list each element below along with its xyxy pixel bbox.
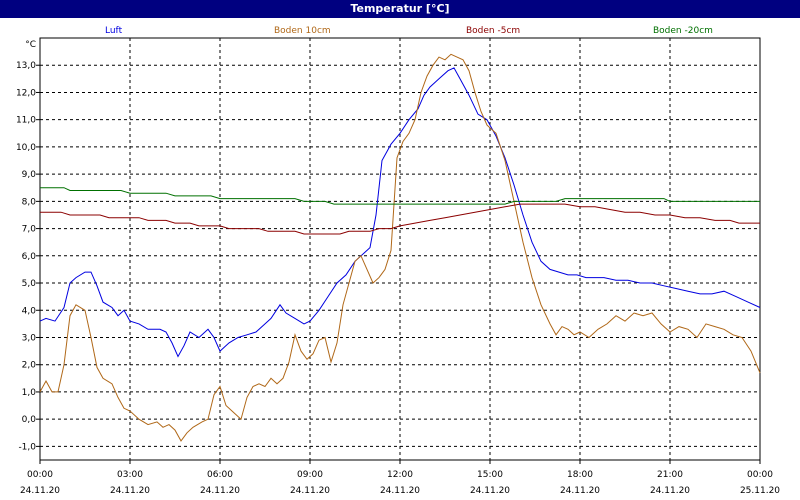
x-tick-date: 24.11.20 <box>560 486 600 496</box>
x-tick-date: 24.11.20 <box>380 486 420 496</box>
series-line-0 <box>39 67 761 358</box>
y-tick-label: 0,0 <box>22 415 37 425</box>
y-tick-label: 11,0 <box>16 116 36 126</box>
series-line-1 <box>39 53 761 442</box>
y-tick-label: 12,0 <box>16 88 36 98</box>
x-tick-time: 12:00 <box>387 470 413 480</box>
x-tick-date: 24.11.20 <box>20 486 60 496</box>
series-line-3 <box>40 187 760 205</box>
y-axis-unit: °C <box>25 40 36 50</box>
legend-boden-20cm: Boden -20cm <box>653 26 713 36</box>
x-tick-date: 24.11.20 <box>200 486 240 496</box>
y-tick-label: 6,0 <box>22 252 37 262</box>
x-tick-time: 09:00 <box>297 470 323 480</box>
series-line-2 <box>40 203 760 235</box>
chart-title: Temperatur [°C] <box>0 0 800 18</box>
y-tick-label: 5,0 <box>22 279 37 289</box>
plot-frame <box>39 37 761 461</box>
y-tick-label: 7,0 <box>22 225 37 235</box>
x-tick-date: 25.11.20 <box>740 486 780 496</box>
y-tick-label: -1,0 <box>18 442 36 452</box>
x-tick-time: 00:00 <box>27 470 53 480</box>
x-tick-date: 24.11.20 <box>110 486 150 496</box>
x-tick-date: 24.11.20 <box>290 486 330 496</box>
legend-boden-10cm: Boden 10cm <box>274 26 331 36</box>
x-tick-date: 24.11.20 <box>470 486 510 496</box>
x-tick-time: 21:00 <box>657 470 683 480</box>
y-tick-label: 2,0 <box>22 361 37 371</box>
x-tick-time: 06:00 <box>207 470 233 480</box>
legend-boden-5cm: Boden -5cm <box>466 26 521 36</box>
y-tick-label: 1,0 <box>22 388 37 398</box>
y-tick-label: 13,0 <box>16 61 36 71</box>
y-tick-label: 9,0 <box>22 170 37 180</box>
y-tick-label: 3,0 <box>22 333 37 343</box>
x-tick-time: 15:00 <box>477 470 503 480</box>
y-tick-label: 10,0 <box>16 143 36 153</box>
x-tick-time: 00:00 <box>747 470 773 480</box>
x-tick-time: 03:00 <box>117 470 143 480</box>
y-tick-label: 4,0 <box>22 306 37 316</box>
legend-luft: Luft <box>105 26 123 36</box>
x-tick-date: 24.11.20 <box>650 486 690 496</box>
x-tick-time: 18:00 <box>567 470 593 480</box>
y-tick-label: 8,0 <box>22 197 37 207</box>
